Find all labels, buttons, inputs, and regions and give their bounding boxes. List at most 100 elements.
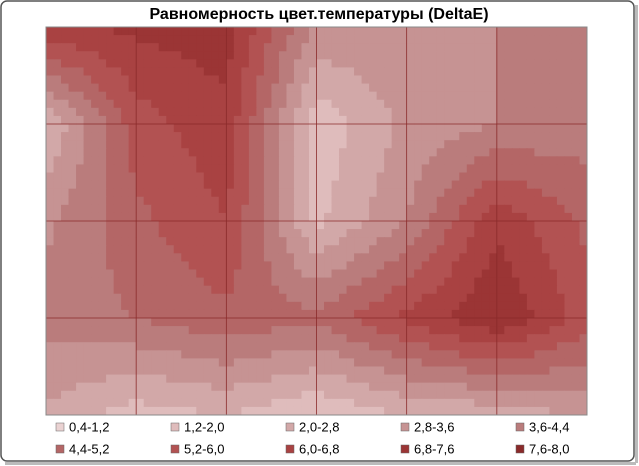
- contour-cell: [369, 196, 378, 206]
- contour-cell: [301, 406, 310, 416]
- contour-cell: [308, 59, 317, 68]
- contour-cell: [143, 326, 152, 335]
- contour-cell: [451, 51, 460, 60]
- contour-cell: [181, 180, 190, 190]
- contour-cell: [128, 204, 137, 214]
- contour-cell: [406, 253, 415, 262]
- contour-cell: [218, 334, 227, 343]
- contour-cell: [53, 269, 62, 279]
- contour-cell: [369, 212, 378, 222]
- contour-cell: [211, 237, 220, 246]
- contour-cell: [121, 269, 130, 279]
- contour-cell: [203, 164, 212, 173]
- contour-cell: [526, 398, 535, 408]
- contour-cell: [166, 188, 175, 198]
- contour-cell: [324, 221, 333, 230]
- contour-cell: [504, 99, 513, 109]
- contour-cell: [293, 148, 302, 157]
- contour-cell: [241, 350, 250, 359]
- contour-cell: [91, 358, 100, 367]
- contour-cell: [286, 229, 295, 238]
- contour-cell: [384, 204, 393, 214]
- contour-cell: [436, 107, 445, 117]
- contour-cell: [173, 124, 182, 133]
- legend-swatch: [170, 444, 180, 454]
- contour-cell: [399, 51, 408, 60]
- contour-cell: [278, 366, 287, 376]
- contour-cell: [233, 27, 242, 36]
- contour-cell: [361, 366, 370, 376]
- contour-cell: [226, 91, 235, 101]
- contour-cell: [339, 35, 348, 44]
- contour-cell: [526, 172, 535, 182]
- contour-cell: [556, 148, 565, 157]
- contour-cell: [376, 35, 385, 44]
- contour-cell: [53, 350, 62, 359]
- contour-cell: [91, 99, 100, 109]
- contour-cell: [121, 156, 130, 165]
- contour-cell: [354, 253, 363, 262]
- contour-cell: [331, 59, 340, 68]
- contour-cell: [151, 253, 160, 262]
- contour-cell: [406, 75, 415, 85]
- contour-cell: [286, 156, 295, 165]
- contour-cell: [451, 318, 460, 327]
- contour-cell: [173, 221, 182, 230]
- contour-cell: [526, 204, 535, 214]
- contour-cell: [421, 229, 430, 238]
- contour-cell: [564, 237, 573, 246]
- contour-cell: [286, 309, 295, 319]
- contour-cell: [151, 229, 160, 238]
- contour-cell: [541, 43, 550, 52]
- contour-cell: [83, 398, 92, 408]
- contour-cell: [579, 35, 588, 44]
- contour-cell: [369, 107, 378, 117]
- contour-cell: [128, 75, 137, 85]
- contour-cell: [113, 115, 122, 125]
- contour-cell: [278, 83, 287, 93]
- contour-cell: [83, 115, 92, 125]
- contour-cell: [504, 318, 513, 327]
- contour-cell: [444, 245, 453, 254]
- contour-cell: [241, 285, 250, 295]
- contour-cell: [421, 366, 430, 376]
- contour-cell: [46, 59, 55, 68]
- contour-cell: [91, 309, 100, 319]
- contour-cell: [466, 342, 475, 351]
- legend-label: 6,0-6,8: [299, 441, 339, 456]
- contour-cell: [549, 293, 558, 303]
- contour-cell: [436, 390, 445, 400]
- contour-cell: [256, 196, 265, 206]
- contour-cell: [556, 188, 565, 198]
- contour-cell: [526, 358, 535, 367]
- contour-cell: [91, 285, 100, 295]
- contour-cell: [128, 164, 137, 173]
- contour-cell: [519, 293, 528, 303]
- contour-cell: [421, 277, 430, 287]
- contour-cell: [181, 172, 190, 182]
- contour-cell: [136, 83, 145, 93]
- contour-cell: [301, 83, 310, 93]
- contour-cell: [369, 156, 378, 165]
- contour-cell: [143, 196, 152, 206]
- contour-cell: [211, 309, 220, 319]
- contour-cell: [256, 406, 265, 416]
- contour-cell: [489, 67, 498, 76]
- contour-cell: [481, 293, 490, 303]
- contour-cell: [384, 261, 393, 270]
- contour-cell: [354, 229, 363, 238]
- contour-cell: [241, 164, 250, 173]
- contour-cell: [113, 188, 122, 198]
- contour-cell: [98, 59, 107, 68]
- contour-cell: [211, 342, 220, 351]
- contour-cell: [534, 188, 543, 198]
- contour-cell: [188, 366, 197, 376]
- contour-cell: [451, 124, 460, 133]
- contour-cell: [248, 212, 257, 222]
- contour-cell: [324, 43, 333, 52]
- contour-cell: [53, 334, 62, 343]
- contour-cell: [489, 180, 498, 190]
- contour-cell: [106, 358, 115, 367]
- contour-cell: [256, 115, 265, 125]
- contour-cell: [83, 269, 92, 279]
